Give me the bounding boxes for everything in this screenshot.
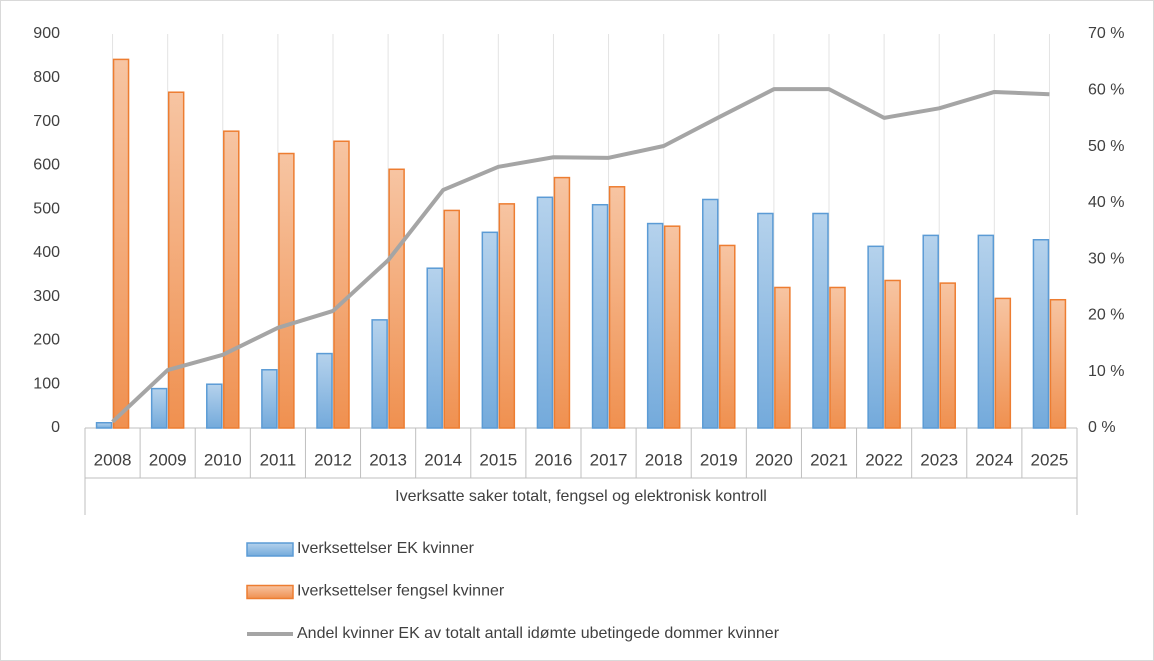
x-tick-label: 2023 xyxy=(920,450,958,469)
bar xyxy=(591,203,609,429)
bar xyxy=(498,203,516,429)
legend-label: Andel kvinner EK av totalt antall idømte… xyxy=(297,625,780,642)
bar xyxy=(646,222,664,429)
x-axis-label: Iverksatte saker totalt, fengsel og elek… xyxy=(395,488,767,505)
x-tick-label: 2022 xyxy=(865,450,903,469)
bar xyxy=(206,383,223,429)
bar xyxy=(426,267,443,429)
y2-tick-label: 40 % xyxy=(1088,194,1124,211)
y-tick-label: 800 xyxy=(33,69,60,86)
bar xyxy=(95,421,113,429)
bar xyxy=(1032,239,1050,429)
x-tick-label: 2012 xyxy=(314,450,352,469)
bar xyxy=(608,186,626,429)
bar xyxy=(316,352,333,429)
bar xyxy=(757,212,774,429)
x-tick-label: 2015 xyxy=(479,450,517,469)
bar xyxy=(371,319,388,429)
bar xyxy=(977,234,995,429)
x-tick-label: 2008 xyxy=(94,450,132,469)
y-tick-label: 500 xyxy=(33,200,60,217)
legend-label: Iverksettelser fengsel kvinner xyxy=(297,583,505,600)
bar xyxy=(150,387,168,429)
y-tick-label: 300 xyxy=(33,288,60,305)
x-tick-label: 2011 xyxy=(260,450,297,469)
bar xyxy=(388,168,405,429)
bar xyxy=(719,244,736,429)
x-tick-label: 2025 xyxy=(1031,450,1069,469)
x-tick-label: 2019 xyxy=(700,450,738,469)
legend-swatch xyxy=(246,584,294,600)
y2-tick-label: 10 % xyxy=(1088,363,1124,380)
bar xyxy=(278,152,295,429)
y2-tick-label: 50 % xyxy=(1088,138,1124,155)
bar xyxy=(994,297,1012,429)
bar xyxy=(443,209,460,429)
bar xyxy=(829,286,846,429)
y-tick-label: 100 xyxy=(33,375,60,392)
y-tick-label: 400 xyxy=(33,244,60,261)
bar xyxy=(333,140,350,429)
x-tick-label: 2016 xyxy=(535,450,573,469)
legend-swatch xyxy=(246,542,294,557)
x-tick-label: 2020 xyxy=(755,450,793,469)
y-tick-label: 200 xyxy=(33,332,60,349)
y-tick-label: 600 xyxy=(33,157,60,174)
bar xyxy=(867,245,884,429)
bar xyxy=(481,231,499,429)
bar xyxy=(553,176,571,429)
y2-tick-label: 20 % xyxy=(1088,307,1124,324)
x-tick-label: 2013 xyxy=(369,450,407,469)
x-tick-label: 2009 xyxy=(149,450,187,469)
bar xyxy=(167,91,185,429)
x-tick-label: 2024 xyxy=(975,450,1013,469)
y2-tick-label: 70 % xyxy=(1088,25,1124,42)
bar xyxy=(702,198,719,429)
y2-tick-label: 0 % xyxy=(1088,419,1116,436)
bar xyxy=(1049,298,1067,429)
x-tick-label: 2018 xyxy=(645,450,683,469)
legend-label: Iverksettelser EK kvinner xyxy=(297,540,475,557)
bar xyxy=(536,196,554,429)
bar xyxy=(774,286,791,429)
bar xyxy=(261,369,278,429)
bar xyxy=(922,234,939,429)
bar xyxy=(812,212,829,429)
x-tick-label: 2017 xyxy=(590,450,628,469)
y-tick-label: 700 xyxy=(33,113,60,130)
bar xyxy=(223,130,240,429)
y-tick-label: 0 xyxy=(51,419,60,436)
x-tick-label: 2014 xyxy=(424,450,462,469)
x-tick-label: 2010 xyxy=(204,450,242,469)
bar xyxy=(939,282,956,429)
y-tick-label: 900 xyxy=(33,25,60,42)
y2-tick-label: 30 % xyxy=(1088,250,1124,267)
bar xyxy=(884,279,901,429)
line xyxy=(111,87,1050,424)
bar xyxy=(663,225,681,429)
x-tick-label: 2021 xyxy=(810,450,848,469)
bar xyxy=(112,58,130,429)
y2-tick-label: 60 % xyxy=(1088,82,1124,99)
